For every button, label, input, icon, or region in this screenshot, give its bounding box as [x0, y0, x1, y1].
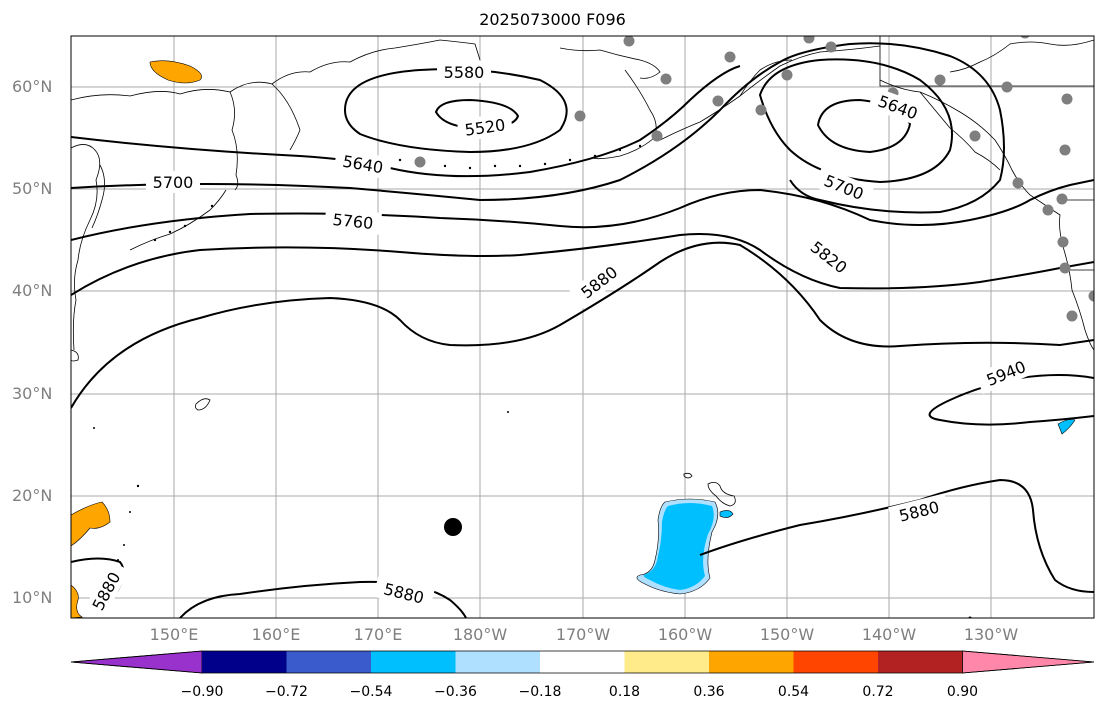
map-frame — [70, 35, 1095, 619]
colorbar-bin-1 — [202, 651, 287, 673]
lat-label-20n: 20°N — [12, 486, 53, 505]
contour-5880-south — [179, 580, 467, 618]
colorbar-tick-label: 0.72 — [862, 684, 894, 700]
colorbar-extend-high — [962, 650, 1095, 674]
colorbar-bin-3 — [371, 651, 456, 673]
lon-label-180w: 180°W — [452, 625, 508, 644]
positive-anomaly-region-bering — [149, 60, 202, 84]
positive-anomaly-region-west-small — [71, 584, 83, 618]
colorbar-tick-label: −0.90 — [180, 684, 224, 700]
colorbar-bin-9 — [878, 651, 963, 673]
contour-5880-southeast — [699, 478, 1094, 593]
station-dots — [414, 36, 1094, 322]
contour-5940 — [928, 374, 1094, 426]
negative-anomaly-region-hawaii — [643, 503, 714, 590]
contour-5640-west — [71, 65, 741, 178]
colorbar-tick-label: 0.18 — [608, 684, 641, 700]
colorbar-bin-5 — [540, 651, 625, 673]
contour-label-5580: 5580 — [444, 63, 485, 82]
colorbar-tick-label: 0.54 — [777, 684, 810, 700]
contour-5640-east — [758, 58, 953, 184]
lon-label-160w: 160°W — [657, 625, 713, 644]
colorbar-extend-low — [70, 650, 203, 674]
colorbar-tick-label: −0.18 — [518, 684, 562, 700]
lat-label-60n: 60°N — [12, 77, 53, 96]
lon-label-130w: 130°W — [963, 625, 1019, 644]
lon-label-140w: 140°W — [861, 625, 917, 644]
colorbar-tick-label: 0.36 — [693, 684, 725, 700]
colorbar-bin-7 — [709, 651, 794, 673]
lon-label-150w: 150°W — [759, 625, 815, 644]
contour-5580-east — [816, 98, 912, 154]
contour-label-5760: 5760 — [332, 210, 374, 233]
colorbar-tick-label: −0.36 — [434, 684, 477, 700]
contour-5700 — [71, 42, 1005, 214]
contour-5880-north — [71, 241, 1094, 409]
lon-label-160e: 160°E — [251, 625, 301, 644]
contour-5820 — [71, 233, 1094, 296]
negative-anomaly-region-hawaii-islet — [719, 510, 734, 518]
colorbar — [70, 650, 1095, 674]
colorbar-bin-4 — [455, 651, 540, 673]
negative-anomaly-region-california — [1057, 419, 1076, 435]
colorbar-tick-label: 0.90 — [946, 684, 979, 700]
contour-label-5700-west: 5700 — [153, 173, 194, 192]
colorbar-bin-8 — [793, 651, 878, 673]
positive-anomaly-region-west — [71, 501, 111, 547]
colorbar-tick-label: −0.72 — [265, 684, 308, 700]
highlighted-station-marker — [444, 518, 462, 536]
contour-5580-west — [343, 68, 568, 154]
colorbar-bin-2 — [286, 651, 371, 673]
colorbar-bin-6 — [624, 651, 709, 673]
lat-label-40n: 40°N — [12, 281, 53, 300]
lon-label-170e: 170°E — [353, 625, 403, 644]
colorbar-tick-label: −0.54 — [349, 684, 393, 700]
lon-label-170w: 170°W — [555, 625, 611, 644]
lat-label-10n: 10°N — [12, 588, 53, 607]
map-title: 2025073000 F096 — [479, 10, 626, 29]
lon-label-150e: 150°E — [149, 625, 199, 644]
contour-5760 — [71, 179, 1094, 241]
lat-label-30n: 30°N — [12, 384, 53, 403]
lat-label-50n: 50°N — [12, 179, 53, 198]
